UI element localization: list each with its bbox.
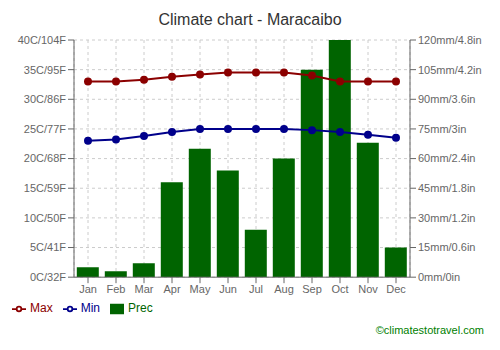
svg-text:0C/32F: 0C/32F — [30, 271, 66, 283]
svg-text:30mm/1.2in: 30mm/1.2in — [418, 212, 475, 224]
svg-text:Nov: Nov — [358, 283, 378, 295]
html-text:©climatestotravel.com: ©climatestotravel.com — [375, 324, 484, 336]
html-text:Climate chart - Maracaibo: Climate chart - Maracaibo — [158, 11, 342, 28]
svg-text:Mar: Mar — [135, 283, 154, 295]
svg-text:105mm/4.2in: 105mm/4.2in — [418, 64, 482, 76]
svg-text:Aug: Aug — [274, 283, 294, 295]
svg-text:5C/41F: 5C/41F — [30, 241, 66, 253]
html-text:Min: Min — [80, 301, 100, 316]
svg-text:Oct: Oct — [331, 283, 348, 295]
svg-text:75mm/3in: 75mm/3in — [418, 123, 466, 135]
html-text:Prec: Prec — [128, 301, 153, 316]
svg-text:30C/86F: 30C/86F — [24, 93, 66, 105]
svg-text:120mm/4.8in: 120mm/4.8in — [418, 34, 482, 46]
svg-text:Apr: Apr — [163, 283, 180, 295]
svg-text:60mm/2.4in: 60mm/2.4in — [418, 152, 475, 164]
svg-text:Jan: Jan — [79, 283, 97, 295]
svg-text:15mm/0.6in: 15mm/0.6in — [418, 241, 475, 253]
svg-text:Dec: Dec — [386, 283, 406, 295]
svg-text:90mm/3.6in: 90mm/3.6in — [418, 93, 475, 105]
svg-text:40C/104F: 40C/104F — [18, 34, 67, 46]
svg-text:15C/59F: 15C/59F — [24, 182, 66, 194]
svg-text:Jun: Jun — [219, 283, 237, 295]
svg-text:Jul: Jul — [249, 283, 263, 295]
svg-text:45mm/1.8in: 45mm/1.8in — [418, 182, 475, 194]
svg-text:25C/77F: 25C/77F — [24, 123, 66, 135]
svg-text:0mm/0in: 0mm/0in — [418, 271, 460, 283]
svg-text:May: May — [190, 283, 211, 295]
html-text:Max: Max — [30, 301, 53, 316]
svg-text:20C/68F: 20C/68F — [24, 152, 66, 164]
svg-text:35C/95F: 35C/95F — [24, 64, 66, 76]
svg-text:Feb: Feb — [107, 283, 126, 295]
svg-text:10C/50F: 10C/50F — [24, 212, 66, 224]
svg-text:Sep: Sep — [302, 283, 322, 295]
